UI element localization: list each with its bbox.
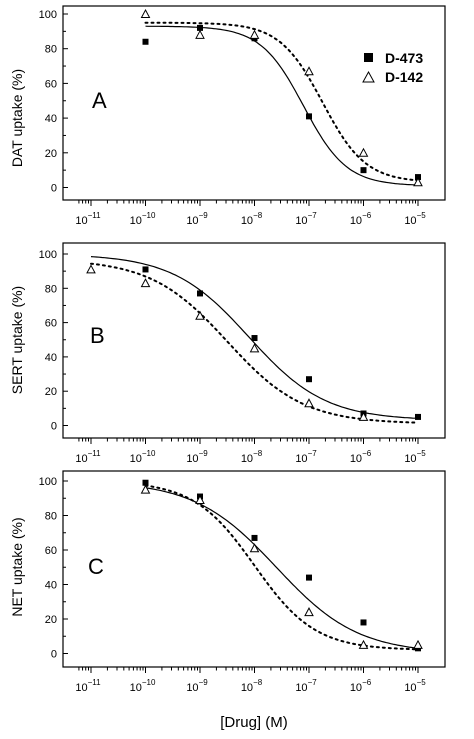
data-point-d-142	[413, 177, 423, 187]
data-point-d-142	[304, 66, 314, 76]
x-tick-label: 10−7	[295, 211, 317, 227]
data-point-d-473	[415, 413, 421, 420]
data-point-d-473	[142, 479, 149, 486]
x-tick-label: 10−9	[186, 678, 208, 694]
panel-b-y-axis-label: SERT uptake (%)	[9, 286, 25, 394]
legend-marker-d473	[364, 53, 373, 62]
fit-curve-d-142	[144, 21, 419, 182]
x-tick-label: 10−5	[404, 449, 426, 465]
panel-b: B SERT uptake (%) 0 20 40 60 80 100 10−11 10−10…	[9, 242, 446, 465]
panel-c-plot: 0 20 40 60 80 100 10−11 10−10 10−9 10−8 10−7 10−6 10…	[39, 470, 446, 694]
panel-c: C NET uptake (%) 0 20 40 60 80 100 10−11 10−10 1…	[9, 470, 446, 694]
data-point-d-142	[413, 639, 423, 649]
data-point-d-142	[304, 398, 314, 408]
data-point-d-142	[249, 543, 260, 553]
fit-curve-d-473	[145, 487, 419, 649]
panel-a-letter: A	[92, 88, 107, 113]
data-point-d-473	[306, 113, 312, 120]
data-point-d-473	[360, 619, 367, 626]
x-tick-label: 10−7	[295, 449, 317, 465]
y-tick-label: 20	[45, 386, 57, 398]
data-point-d-473	[142, 38, 149, 45]
panel-a-y-axis-label: DAT uptake (%)	[9, 69, 25, 167]
x-tick-label: 10−7	[295, 678, 317, 694]
data-point-d-142	[140, 484, 151, 494]
panel-b-plot: 0 20 40 60 80 100 10−11 10−10 10−9 10−8 10−7 10−6 10…	[39, 242, 446, 465]
data-point-d-473	[142, 266, 149, 273]
y-tick-label: 80	[45, 283, 57, 295]
data-point-d-142	[249, 343, 260, 353]
panel-a-plot: 0 20 40 60 80 100 10−11 10−10 10−9 10−8 10−7 10−6 10…	[39, 5, 446, 227]
data-point-d-142	[195, 29, 205, 39]
data-point-d-473	[197, 24, 203, 31]
y-tick-label: 80	[45, 511, 57, 523]
data-point-d-142	[249, 29, 260, 39]
legend-marker-d142	[362, 70, 375, 83]
x-tick-label: 10−8	[241, 449, 263, 465]
x-tick-label: 10−8	[241, 678, 263, 694]
x-tick-label: 10−9	[186, 449, 208, 465]
data-point-d-473	[360, 167, 367, 174]
panel-c-letter: C	[88, 554, 104, 579]
y-tick-label: 0	[51, 649, 57, 661]
data-point-d-142	[358, 639, 369, 649]
x-tick-label: 10−6	[350, 449, 372, 465]
data-point-d-473	[197, 290, 203, 297]
y-tick-label: 40	[45, 352, 57, 364]
data-point-d-142	[304, 607, 314, 617]
y-tick-label: 100	[39, 476, 57, 488]
data-point-d-142	[195, 494, 205, 504]
data-point-d-142	[86, 264, 96, 274]
y-tick-label: 20	[45, 148, 57, 160]
x-tick-label: 10−11	[75, 449, 101, 465]
fit-curve-d-473	[145, 25, 419, 186]
y-tick-label: 100	[39, 9, 57, 21]
data-point-d-142	[195, 310, 205, 320]
x-tick-label: 10−6	[350, 211, 372, 227]
x-axis-label: [Drug] (M)	[220, 714, 288, 731]
y-tick-label: 0	[51, 421, 57, 433]
x-tick-label: 10−5	[404, 678, 426, 694]
data-point-d-473	[251, 534, 258, 541]
x-tick-label: 10−8	[241, 211, 263, 227]
y-tick-label: 40	[45, 580, 57, 592]
y-tick-label: 60	[45, 545, 57, 557]
data-point-d-142	[358, 147, 369, 157]
x-tick-label: 10−10	[130, 449, 156, 465]
x-tick-label: 10−11	[75, 678, 101, 694]
y-tick-label: 20	[45, 614, 57, 626]
data-point-d-473	[306, 376, 312, 383]
x-tick-label: 10−6	[350, 678, 372, 694]
y-tick-label: 80	[45, 44, 57, 56]
x-tick-label: 10−9	[186, 211, 208, 227]
legend-label-d473: D-473	[385, 50, 423, 66]
panel-c-frame	[62, 470, 446, 668]
x-tick-label: 10−10	[130, 678, 156, 694]
y-tick-label: 40	[45, 113, 57, 125]
y-tick-label: 100	[39, 249, 57, 261]
data-point-d-473	[306, 574, 312, 581]
data-point-d-473	[415, 174, 421, 181]
panel-c-y-axis-label: NET uptake (%)	[9, 517, 25, 616]
data-point-d-142	[358, 411, 369, 421]
fit-curve-d-142	[144, 484, 419, 651]
panel-a: A DAT uptake (%) 0 20 40 60 80 100 10−11 10−10 1…	[9, 5, 446, 227]
panel-b-letter: B	[90, 323, 105, 348]
y-tick-label: 60	[45, 318, 57, 330]
data-point-d-142	[140, 278, 151, 288]
x-tick-label: 10−5	[404, 211, 426, 227]
data-point-d-473	[251, 335, 258, 342]
x-tick-label: 10−11	[75, 211, 101, 227]
x-tick-label: 10−10	[130, 211, 156, 227]
data-point-d-142	[140, 8, 151, 18]
y-tick-label: 0	[51, 183, 57, 195]
legend: D-473 D-142	[362, 50, 423, 85]
y-tick-label: 60	[45, 78, 57, 90]
legend-label-d142: D-142	[385, 69, 423, 85]
